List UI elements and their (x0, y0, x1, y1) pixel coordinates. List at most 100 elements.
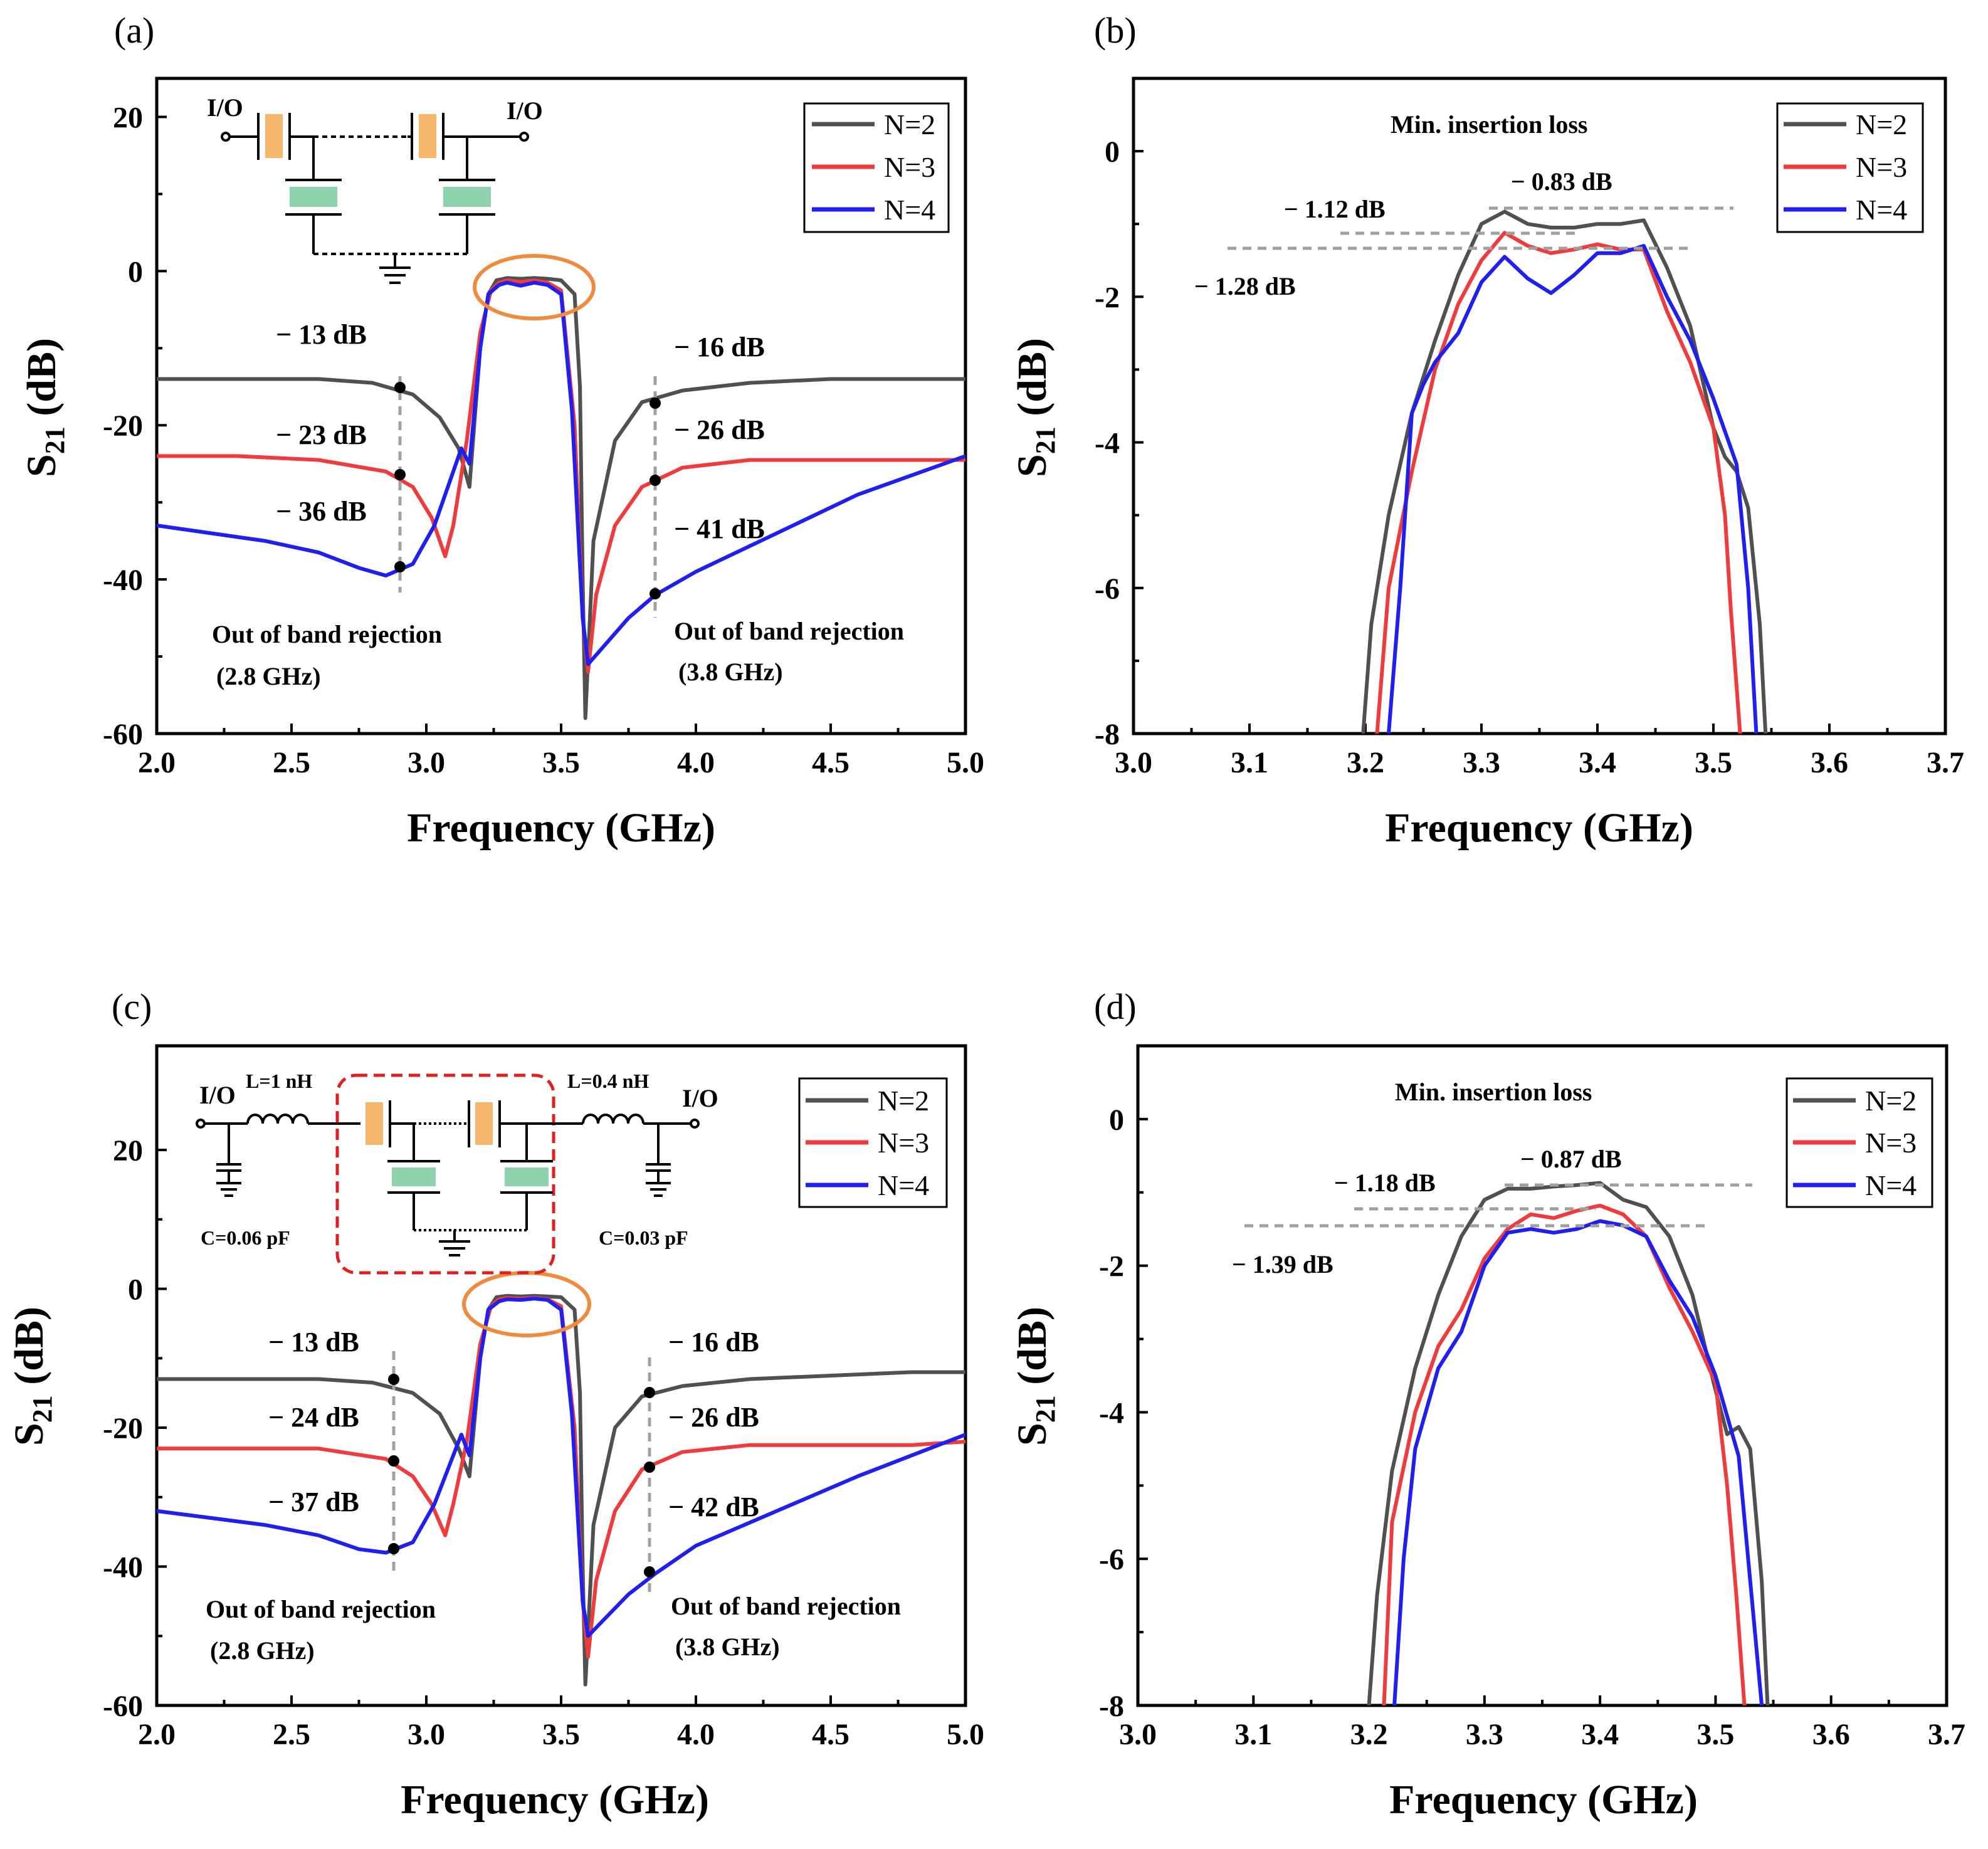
axes-d: 3.0 3.1 3.2 3.3 3.4 3.5 3.6 3.7 0 -2 -4 -6 -8 (1099, 1104, 1965, 1751)
ann-title-d: Min. insertion loss (1395, 1078, 1592, 1106)
port-right-c (690, 1119, 700, 1129)
ann-left-note: Out of band rejection (212, 620, 442, 648)
x-tick-label-a-5: 4.5 (812, 746, 849, 779)
legend-label-n4-b: N=4 (1856, 194, 1907, 226)
x-tick-label-d-6: 3.6 (1812, 1718, 1850, 1751)
series-line-N2-b (1361, 209, 1768, 734)
legend-label-n3-c: N=3 (878, 1127, 929, 1159)
filter-core-box (335, 1073, 555, 1275)
ann-right-note-c: Out of band rejection (671, 1592, 901, 1620)
legend-label-n2-c: N=2 (878, 1085, 929, 1117)
io-label-left-a: I/O (207, 93, 243, 122)
series-line-N2-d (1367, 1181, 1770, 1705)
ann-left-freq: (2.8 GHz) (216, 662, 321, 690)
marker-n3-3p8-c (644, 1462, 655, 1473)
x-tick-label-d-7: 3.7 (1928, 1718, 1965, 1751)
io-label-right-a: I/O (507, 97, 543, 125)
ann-right-freq-c: (3.8 GHz) (675, 1633, 780, 1661)
y-axis-label-a: S21 (dB) (19, 338, 70, 477)
ann-left-freq-c: (2.8 GHz) (210, 1636, 315, 1665)
series-resonator-1-c (366, 1102, 383, 1145)
legend-b: N=2 N=3 N=4 (1776, 102, 1924, 233)
y-tick-label-c-4: -60 (103, 1690, 143, 1723)
marker-n2-2p8-c (388, 1374, 399, 1385)
port-left-a (221, 132, 231, 142)
y-tick-label-b-4: -8 (1095, 718, 1120, 751)
capacitor-label-left: C=0.06 pF (201, 1226, 290, 1249)
ann-n4-il-b: − 1.28 dB (1194, 272, 1296, 300)
ann-n3-right: − 26 dB (674, 414, 765, 445)
axes-a: 2.0 2.5 3.0 3.5 4.0 4.5 5.0 20 0 -20 -40 -60 (103, 101, 984, 779)
y-tick-label-a-3: -40 (103, 564, 143, 597)
y-tick-label-d-2: -4 (1099, 1396, 1124, 1430)
marker-n2-3p8 (650, 398, 661, 409)
panel-label-b: (b) (1094, 10, 1137, 51)
legend-d: N=2 N=3 N=4 (1786, 1077, 1933, 1208)
inductor-label-right: L=0.4 nH (567, 1070, 649, 1092)
x-tick-label-b-2: 3.2 (1347, 746, 1384, 779)
x-tick-label-c-2: 3.0 (408, 1718, 445, 1751)
x-tick-label-b-1: 3.1 (1231, 746, 1268, 779)
marker-n2-2p8 (394, 382, 406, 393)
panel-label-a: (a) (114, 10, 154, 51)
ann-n4-left-c: − 37 dB (268, 1487, 359, 1517)
ann-n3-right-c: − 26 dB (668, 1402, 759, 1433)
series-line-N4-d (1392, 1219, 1764, 1705)
x-tick-label-d-5: 3.5 (1696, 1718, 1734, 1751)
axes-b: 3.0 3.1 3.2 3.3 3.4 3.5 3.6 3.7 0 -2 -4 -6 -8 (1095, 135, 1964, 779)
x-tick-label-a-4: 4.0 (677, 746, 715, 779)
y-tick-label-d-1: -2 (1099, 1250, 1124, 1283)
port-right-a (519, 132, 529, 142)
x-tick-label-c-3: 3.5 (542, 1718, 580, 1751)
panel-d: (d) 3.0 3.1 3.2 3.3 3.4 3.5 3.6 3.7 0 -2 -4 -6 -8 Mi… (1009, 986, 1965, 1823)
ann-n2-il-d: − 0.87 dB (1520, 1145, 1622, 1173)
x-tick-label-b-3: 3.3 (1463, 746, 1500, 779)
x-tick-label-d-2: 3.2 (1350, 1718, 1388, 1751)
panel-b: (b) 3.0 3.1 3.2 3.3 3.4 3.5 3.6 3.7 0 -2 -4 -6 -8 Mi… (1009, 10, 1964, 851)
shunt-resonator-1-c (392, 1167, 436, 1186)
ann-n4-left: − 36 dB (276, 496, 367, 527)
passband-highlight-ellipse (473, 254, 596, 320)
series-line-N3-b (1375, 231, 1742, 734)
y-tick-label-c-2: -20 (103, 1412, 143, 1445)
legend-label-n2-d: N=2 (1865, 1085, 1917, 1117)
legend-c: N=2 N=3 N=4 (798, 1077, 948, 1208)
x-axis-label-a: Frequency (GHz) (407, 805, 715, 851)
x-tick-label-a-1: 2.5 (273, 746, 310, 779)
x-tick-label-d-1: 3.1 (1234, 1718, 1272, 1751)
shunt-resonator-2-a (443, 187, 491, 207)
y-tick-label-c-0: 20 (113, 1134, 143, 1167)
ann-n2-right: − 16 dB (674, 332, 765, 362)
series-resonator-2-a (419, 114, 436, 158)
marker-n4-3p8 (650, 588, 661, 599)
legend-label-n4-a: N=4 (884, 194, 935, 226)
series-group-c (157, 1293, 965, 1687)
marker-n3-3p8 (650, 475, 661, 486)
axes-c: 2.0 2.5 3.0 3.5 4.0 4.5 5.0 20 0 -20 -40 -60 (103, 1134, 984, 1751)
x-tick-label-b-4: 3.4 (1579, 746, 1616, 779)
marker-n3-2p8-c (388, 1455, 399, 1467)
x-tick-label-d-3: 3.3 (1466, 1718, 1503, 1751)
ann-n4-right: − 41 dB (674, 514, 765, 544)
shunt-resonator-2-c (505, 1167, 549, 1186)
ann-n4-right-c: − 42 dB (668, 1492, 759, 1522)
x-tick-label-b-6: 3.6 (1811, 746, 1848, 779)
io-label-left-c: I/O (199, 1081, 236, 1109)
capacitor-label-right: C=0.03 pF (599, 1226, 688, 1249)
panel-c: (c) 2.0 2.5 3.0 3.5 4.0 4.5 5.0 20 0 -20 -40 -60 − … (6, 986, 984, 1823)
x-tick-label-b-0: 3.0 (1115, 746, 1152, 779)
ann-n4-il-d: − 1.39 dB (1232, 1250, 1333, 1278)
y-axis-label-b: S21 (dB) (1009, 338, 1061, 477)
x-axis-label-b: Frequency (GHz) (1385, 805, 1693, 851)
legend-label-n2-b: N=2 (1856, 108, 1907, 140)
series-resonator-1-a (265, 114, 283, 158)
x-tick-label-a-6: 5.0 (947, 746, 984, 779)
series-group-a (157, 276, 965, 720)
x-tick-label-c-6: 5.0 (947, 1718, 984, 1751)
series-resonator-2-c (475, 1102, 493, 1145)
inductor-right (582, 1114, 644, 1124)
legend-a: N=2 N=3 N=4 (803, 102, 950, 233)
ann-n3-il-b: − 1.12 dB (1284, 195, 1386, 223)
series-line-N2-c (157, 1293, 965, 1687)
marker-n4-3p8-c (644, 1566, 655, 1578)
